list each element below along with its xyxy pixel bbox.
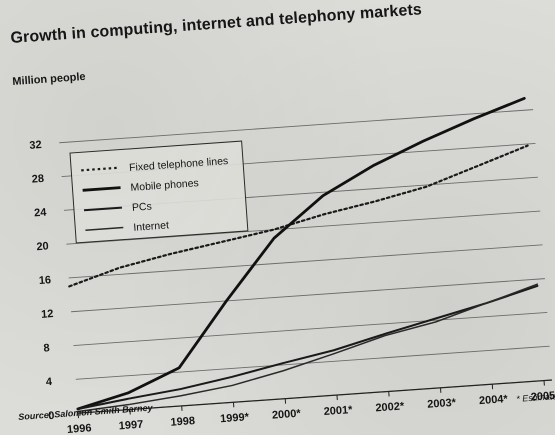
y-tick-0: 0 [48, 410, 55, 422]
legend-label-internet: Internet [133, 219, 169, 233]
x-tick-2000: 2000* [272, 408, 302, 422]
x-tick-1997: 1997 [118, 419, 143, 433]
x-tick-1998: 1998 [170, 415, 195, 429]
series-line-internet [77, 283, 539, 413]
x-tick-2004: 2004* [479, 393, 509, 407]
gridline-32 [59, 109, 534, 144]
y-tick-24: 24 [34, 207, 48, 220]
x-axis-line [78, 379, 553, 414]
y-tick-20: 20 [36, 240, 49, 253]
gridline-4 [75, 345, 550, 380]
x-tick-2002: 2002* [375, 400, 405, 414]
legend-swatch [83, 206, 123, 212]
axes [77, 379, 553, 419]
legend-swatch [81, 166, 120, 172]
y-tick-28: 28 [31, 173, 44, 186]
x-tick-1996: 1996 [67, 422, 92, 435]
series-line-pcs [76, 284, 539, 410]
legend-label-mobile-phones: Mobile phones [130, 177, 199, 194]
y-tick-32: 32 [29, 139, 42, 152]
y-tick-labels: 0 4 8 12 16 20 24 28 32 [29, 139, 55, 422]
x-tick-2003: 2003* [427, 397, 457, 411]
series-lines [68, 96, 539, 413]
legend-box [69, 140, 249, 244]
x-tick-1999: 1999* [220, 411, 250, 425]
x-tick-labels: 1996 1997 1998 1999* 2000* 2001* 2002* 2003* 200… [67, 389, 555, 435]
series-line-fixed-telephone-lines [68, 144, 529, 288]
x-tick-2001: 2001* [323, 404, 353, 418]
gridline-16 [68, 244, 543, 279]
gridline-20 [66, 210, 541, 245]
gridline-8 [73, 311, 548, 346]
y-tick-16: 16 [38, 274, 51, 287]
y-tick-4: 4 [46, 376, 54, 388]
x-tick-2005: 2005* [530, 389, 555, 403]
gridline-12 [71, 278, 545, 313]
legend-swatch [85, 226, 124, 231]
legend-label-pcs: PCs [132, 201, 153, 214]
y-tick-8: 8 [43, 342, 50, 354]
legend-swatch [82, 186, 121, 192]
y-tick-12: 12 [41, 308, 54, 321]
series-line-mobile-phones [76, 96, 526, 411]
